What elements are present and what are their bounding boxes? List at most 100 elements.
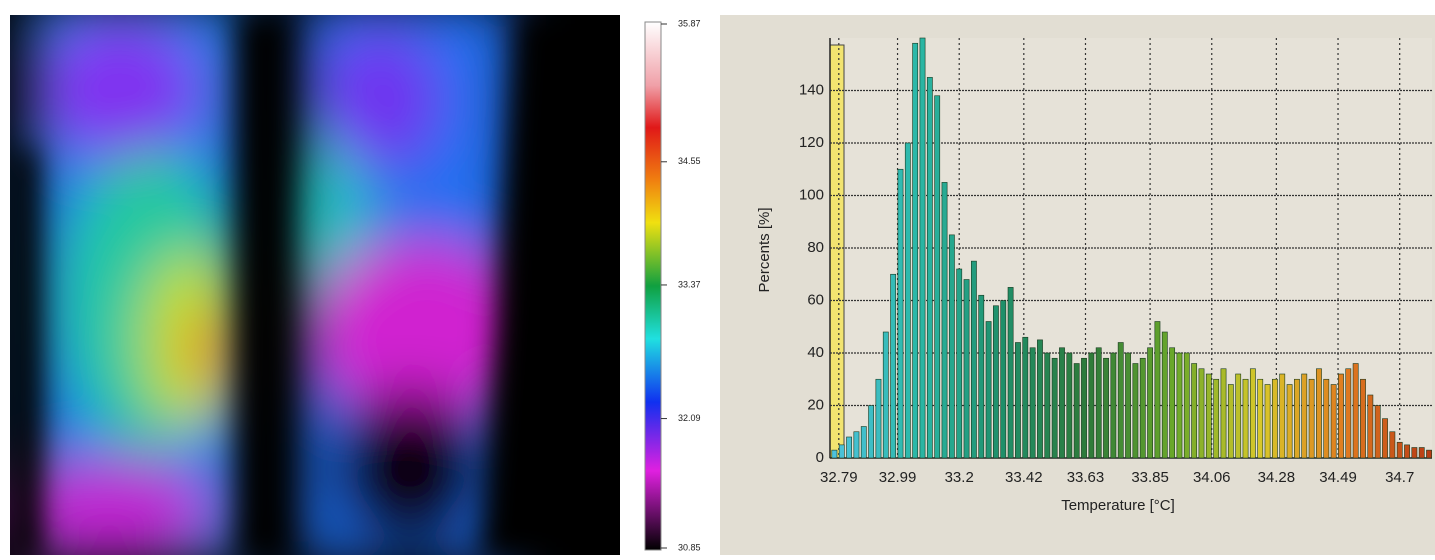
x-tick-label: 32.79	[820, 469, 858, 486]
bar	[868, 405, 875, 459]
bar	[1242, 378, 1249, 459]
bar	[1029, 347, 1036, 459]
bar	[948, 234, 955, 459]
bar	[1007, 287, 1014, 459]
bar	[838, 444, 845, 459]
y-tick-label: 140	[799, 81, 824, 98]
bar	[1051, 357, 1058, 459]
bar	[1205, 373, 1212, 459]
bar	[1161, 331, 1168, 459]
bar	[904, 142, 911, 459]
bar	[941, 182, 948, 459]
bar	[1418, 447, 1425, 459]
bar	[1000, 300, 1007, 459]
bar	[1081, 357, 1087, 459]
bar	[1301, 373, 1308, 459]
bar	[1044, 352, 1051, 459]
colorbar-tick-label: 34.55	[678, 156, 701, 166]
bar	[1294, 378, 1300, 459]
x-tick-label: 32.99	[879, 469, 917, 486]
bar	[875, 378, 882, 459]
range-marker	[829, 44, 845, 459]
bar	[1183, 352, 1190, 459]
bar	[1169, 347, 1176, 459]
bar	[1095, 347, 1102, 459]
bar	[1323, 378, 1330, 459]
colorbar-tick-label: 32.09	[678, 413, 701, 423]
bar	[1227, 384, 1234, 459]
bar	[853, 431, 860, 459]
bar	[1117, 342, 1124, 459]
bar	[1382, 418, 1388, 459]
thermal-image	[10, 15, 620, 555]
bar	[1316, 368, 1322, 459]
bar	[831, 449, 838, 459]
bar	[1411, 447, 1418, 459]
bar	[1338, 373, 1344, 459]
bar	[860, 426, 867, 459]
bar	[919, 37, 926, 459]
bar	[890, 273, 897, 459]
bar	[1374, 405, 1381, 459]
bar	[1257, 378, 1264, 459]
bar	[1015, 342, 1021, 459]
y-axis-title: Percents [%]	[756, 207, 773, 292]
bar	[1279, 373, 1286, 459]
bar	[1271, 378, 1278, 459]
y-tick-label: 0	[816, 449, 824, 466]
bar	[1286, 384, 1293, 459]
bar	[1220, 368, 1227, 459]
bar	[1367, 394, 1374, 459]
bar	[1037, 339, 1043, 459]
bar	[1132, 363, 1139, 459]
bar	[1235, 373, 1242, 459]
y-tick-label: 40	[807, 344, 824, 361]
bar	[1198, 368, 1205, 459]
bar	[1404, 444, 1410, 459]
bar	[963, 279, 970, 459]
bar	[882, 331, 889, 459]
bar	[1176, 352, 1183, 459]
y-tick-label: 20	[807, 396, 824, 413]
colorbar-tick-label: 35.87	[678, 18, 701, 28]
bar	[1396, 441, 1403, 459]
bar	[1125, 352, 1131, 459]
bar	[1213, 378, 1220, 459]
x-tick-label: 33.42	[1005, 469, 1043, 486]
x-tick-label: 34.7	[1385, 469, 1414, 486]
colorbar-tick-label: 30.85	[678, 542, 701, 552]
bar	[1345, 368, 1352, 459]
x-axis-title: Temperature [°C]	[1061, 497, 1175, 514]
y-tick-label: 100	[799, 186, 824, 203]
x-tick-label: 34.06	[1193, 469, 1231, 486]
colorbar-tick-label: 33.37	[678, 279, 701, 289]
x-tick-label: 34.49	[1319, 469, 1357, 486]
colorbar	[644, 21, 662, 551]
bar	[897, 168, 904, 459]
bar	[993, 305, 999, 459]
bar	[1308, 378, 1315, 459]
colorbar-ticks: 30.85 32.09 33.37 34.55 35.87	[661, 18, 701, 552]
bar	[956, 268, 963, 459]
bar	[1249, 368, 1256, 459]
bar	[1191, 363, 1198, 459]
bar	[1139, 357, 1146, 459]
y-tick-label: 80	[807, 239, 824, 256]
bar	[985, 321, 992, 459]
bar	[1264, 384, 1271, 459]
bar	[978, 294, 985, 459]
x-tick-label: 33.2	[945, 469, 974, 486]
bar	[1066, 352, 1073, 459]
x-tick-label: 33.63	[1067, 469, 1105, 486]
bar	[1110, 352, 1117, 459]
bar	[1022, 336, 1029, 459]
bar	[1426, 449, 1432, 459]
bar	[1147, 347, 1153, 459]
bar	[1352, 363, 1359, 459]
bar	[1073, 363, 1080, 459]
y-tick-label: 60	[807, 291, 824, 308]
x-tick-label: 34.28	[1258, 469, 1296, 486]
bar	[1154, 321, 1161, 459]
bar	[846, 436, 852, 459]
